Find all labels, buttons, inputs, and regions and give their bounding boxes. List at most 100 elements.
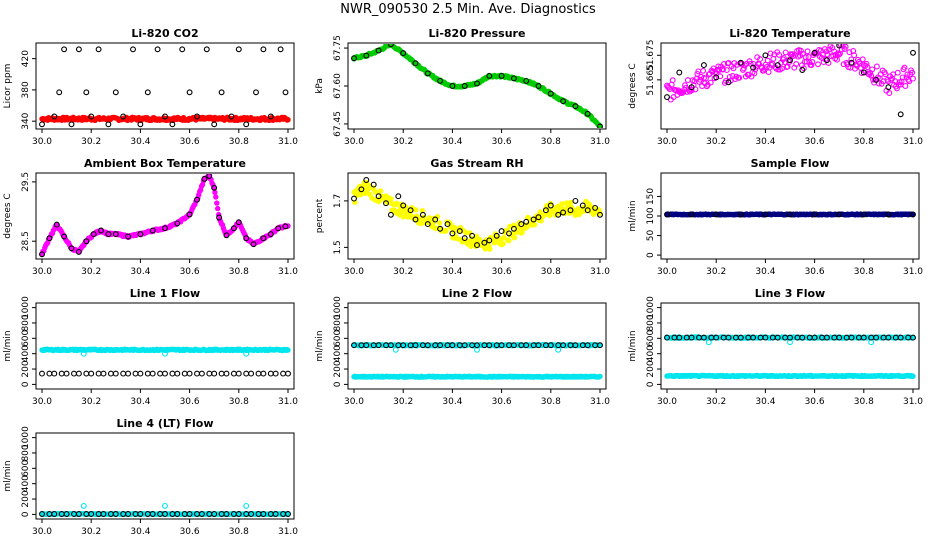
x-tick-label: 30.4	[130, 527, 150, 537]
y-tick-label: 100	[646, 207, 656, 224]
data-point	[383, 200, 389, 207]
data-point	[873, 76, 880, 83]
data-point	[250, 241, 257, 248]
data-point	[848, 59, 855, 66]
data-point	[351, 55, 357, 62]
panel-1: Li-820 CO2 Licor ppm 30.0 30.2 30.4 30.6 30.8 3…	[3, 27, 298, 147]
data-point	[746, 58, 753, 65]
data-point	[535, 83, 542, 89]
y-tick-label: 200	[21, 490, 31, 507]
x-tick-label: 30.8	[541, 267, 561, 277]
x-tick-label: 30.2	[393, 397, 413, 407]
data-point	[223, 370, 230, 377]
data-point	[181, 370, 188, 377]
data-point	[713, 334, 720, 341]
data-point	[83, 370, 90, 377]
data-point	[162, 350, 168, 357]
data-point	[869, 66, 876, 73]
data-point	[910, 373, 916, 379]
x-tick-label: 30.8	[854, 137, 874, 147]
data-point	[725, 334, 732, 341]
plot-frame	[35, 172, 295, 260]
data-point	[547, 90, 554, 97]
plot-frame	[347, 302, 607, 390]
data-point	[688, 87, 695, 94]
y-axis-label: kPa	[315, 78, 325, 94]
data-point	[700, 334, 707, 341]
x-tick-label: 30.8	[541, 137, 561, 147]
data-point	[842, 44, 849, 50]
series-2	[39, 46, 289, 128]
x-tick-label: 30.8	[541, 397, 561, 407]
y-tick-label: 67.75	[333, 35, 343, 61]
series-2	[39, 174, 289, 258]
data-point	[713, 70, 720, 77]
data-point	[774, 62, 781, 69]
data-point	[530, 216, 537, 223]
panel-title: Sample Flow	[751, 157, 830, 170]
data-point	[375, 342, 382, 349]
data-points	[39, 346, 291, 377]
data-point	[387, 211, 394, 218]
y-tick-label: 150	[646, 188, 656, 205]
data-point	[137, 231, 144, 238]
data-point	[51, 113, 58, 120]
data-point	[811, 49, 818, 56]
data-point	[272, 370, 279, 377]
panel-8: Line 2 Flow ml/min 30.0 30.2 30.4 30.6 30.8 31.…	[315, 287, 610, 407]
data-point	[572, 103, 579, 110]
y-tick-label: 400	[646, 345, 656, 362]
data-point	[363, 342, 370, 349]
panel-5: Gas Stream RH percent 30.0 30.2 30.4 30.6 30.8…	[315, 157, 610, 277]
data-point	[358, 186, 365, 193]
x-tick-label: 30.2	[81, 527, 101, 537]
data-point	[112, 511, 119, 517]
data-point	[486, 72, 493, 79]
data-point	[206, 370, 213, 377]
panel-4: Ambient Box Temperature degrees C 30.0 30.2…	[3, 157, 298, 277]
data-point	[211, 184, 218, 191]
panel-title: Ambient Box Temperature	[84, 157, 246, 170]
data-point	[90, 231, 97, 238]
y-tick-label: 800	[21, 444, 31, 461]
x-tick-label: 31.0	[903, 267, 923, 277]
data-point	[461, 235, 468, 242]
data-point	[863, 60, 870, 67]
data-point	[836, 211, 843, 218]
data-point	[223, 232, 230, 239]
y-tick-label: 29.5	[21, 172, 31, 192]
data-point	[162, 225, 168, 232]
data-point	[882, 71, 889, 78]
data-point	[285, 116, 291, 123]
data-point	[162, 113, 168, 120]
data-point	[799, 50, 806, 57]
data-point	[88, 511, 95, 517]
data-point	[848, 334, 855, 341]
panel-title: Line 4 (LT) Flow	[117, 417, 214, 430]
plot-frame	[660, 302, 920, 390]
data-point	[275, 225, 282, 232]
data-point	[787, 57, 793, 64]
data-point	[437, 225, 444, 232]
data-point	[481, 239, 488, 246]
data-point	[726, 73, 733, 80]
y-axis-label: ml/min	[628, 330, 638, 361]
data-point	[186, 211, 193, 218]
data-point	[162, 502, 168, 509]
y-tick-label: 800	[333, 314, 343, 331]
data-point	[194, 370, 200, 377]
series-2	[80, 502, 250, 509]
data-point	[95, 46, 102, 53]
data-points	[351, 177, 603, 252]
data-point	[859, 56, 866, 63]
data-point	[444, 221, 451, 228]
x-tick-label: 31.0	[590, 267, 610, 277]
data-point	[162, 370, 168, 377]
data-point	[39, 370, 45, 377]
data-point	[400, 202, 407, 209]
data-point	[592, 204, 599, 211]
data-point	[149, 511, 156, 517]
data-point	[144, 370, 151, 377]
data-point	[787, 334, 793, 341]
panel-title: Gas Stream RH	[430, 157, 523, 170]
